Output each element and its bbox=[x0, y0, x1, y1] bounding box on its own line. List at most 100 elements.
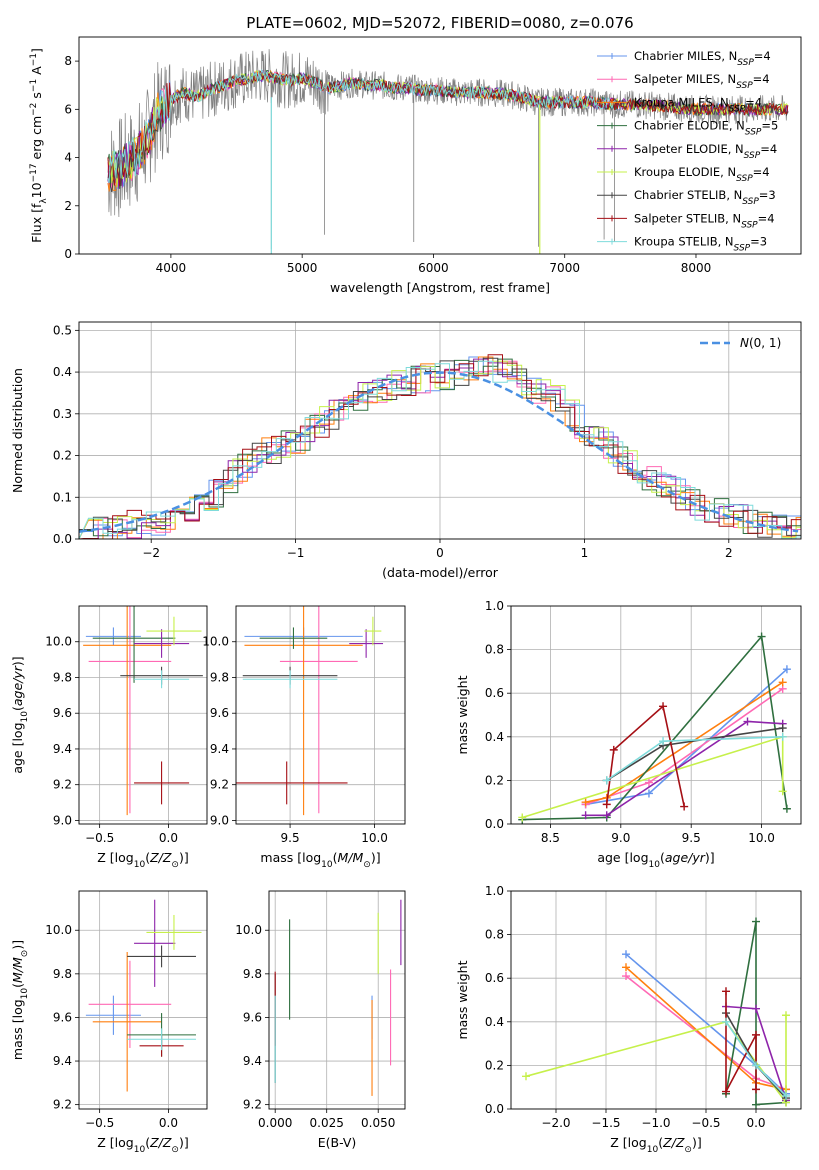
y-tick-label: 4 bbox=[64, 151, 72, 165]
y-tick-label: 9.0 bbox=[53, 813, 72, 827]
y-axis-label: age [log10(age/yr)] bbox=[10, 656, 30, 773]
x-axis-label: Z [log10(Z/Z⊙)] bbox=[610, 1135, 701, 1155]
y-tick-label: 0.6 bbox=[485, 686, 504, 700]
y-tick-label: 9.2 bbox=[210, 778, 229, 792]
plot-area bbox=[269, 891, 405, 1109]
y-tick-label: 9.6 bbox=[53, 706, 72, 720]
weight-marker bbox=[581, 798, 590, 807]
x-tick-label: 0.025 bbox=[310, 1116, 344, 1130]
y-tick-label: 0.4 bbox=[485, 730, 504, 744]
y-tick-label: 9.2 bbox=[243, 1098, 262, 1112]
weight-marker bbox=[722, 987, 730, 996]
weight-marker bbox=[602, 800, 611, 809]
x-tick-label: 0.050 bbox=[361, 1116, 395, 1130]
y-tick-label: 9.8 bbox=[53, 670, 72, 684]
weight-marker bbox=[752, 1004, 760, 1013]
weight-marker bbox=[680, 802, 689, 811]
x-axis-label: age [log10(age/yr)] bbox=[597, 850, 714, 870]
y-tick-label: 9.6 bbox=[210, 706, 229, 720]
panel-mass-vs-EBV: 0.000 0.025 0.050 9.2 9.4 9.6 9.8 10.0 E(B-V) bbox=[235, 890, 406, 1150]
plot-area bbox=[236, 606, 405, 824]
y-axis-label: mass [log10(M/M⊙)] bbox=[10, 940, 30, 1060]
legend-label: Chabrier STELIB, NSSP=3 bbox=[634, 188, 776, 207]
x-axis-label: mass [log10(M/M⊙)] bbox=[260, 850, 380, 870]
x-tick-label: 5000 bbox=[287, 261, 318, 275]
legend-label: Chabrier ELODIE, NSSP=5 bbox=[634, 119, 778, 138]
x-tick-label: −2 bbox=[142, 546, 160, 560]
x-tick-label: 0.0 bbox=[159, 1116, 178, 1130]
x-tick-label: 4000 bbox=[156, 261, 187, 275]
y-axis-label: Normed distribution bbox=[10, 368, 25, 493]
panel-weight-vs-age: 8.5 9.0 9.5 10.0 0.0 0.2 0.4 0.6 0.8 1.0 age [log1… bbox=[455, 599, 802, 870]
x-tick-label: 2 bbox=[725, 546, 733, 560]
panel-residuals: N(0, 1) −2 −1 0 1 2 0.0 0.1 0.2 0.3 0.4 0.5 (data-mo… bbox=[10, 321, 802, 580]
weight-marker bbox=[602, 811, 611, 820]
y-tick-label: 0.2 bbox=[53, 449, 72, 463]
legend-label: Salpeter ELODIE, NSSP=4 bbox=[634, 142, 777, 161]
x-tick-label: 1 bbox=[581, 546, 589, 560]
plot-area bbox=[79, 606, 207, 824]
panel-age-vs-Z: −0.5 0.0 9.0 9.2 9.4 9.6 9.8 10.0 Z [log10(Z/Z⊙)… bbox=[10, 605, 208, 870]
weight-marker bbox=[752, 1061, 760, 1070]
plot-area bbox=[511, 891, 801, 1109]
weight-marker bbox=[622, 950, 630, 959]
y-tick-label: 10.0 bbox=[235, 923, 262, 937]
x-tick-label: 10.0 bbox=[361, 831, 388, 845]
weight-line bbox=[606, 727, 783, 782]
panel-weight-vs-Z: −2.0 −1.5 −1.0 −0.5 0.0 0.0 0.2 0.4 0.6 0.8 1.0 Z [… bbox=[455, 884, 802, 1155]
legend-label: Kroupa ELODIE, NSSP=4 bbox=[634, 165, 770, 184]
y-tick-label: 10.0 bbox=[202, 635, 229, 649]
normal-curve bbox=[79, 371, 799, 533]
y-tick-label: 10.0 bbox=[45, 635, 72, 649]
y-tick-label: 2 bbox=[64, 199, 72, 213]
axes-frame bbox=[78, 36, 802, 255]
y-tick-label: 9.2 bbox=[53, 1098, 72, 1112]
y-tick-label: 9.2 bbox=[53, 778, 72, 792]
y-tick-label: 9.8 bbox=[53, 967, 72, 981]
x-tick-label: 9.5 bbox=[682, 831, 701, 845]
y-axis-label: mass weight bbox=[455, 960, 470, 1039]
axes-frame bbox=[78, 605, 208, 825]
weight-marker bbox=[782, 665, 791, 674]
legend: Chabrier MILES, NSSP=4 Salpeter MILES, NS… bbox=[597, 49, 778, 254]
y-tick-label: 0.2 bbox=[485, 773, 504, 787]
figure-title: PLATE=0602, MJD=52072, FIBERID=0080, z=0… bbox=[246, 14, 633, 32]
weight-line bbox=[606, 736, 783, 782]
x-tick-label: −0.5 bbox=[85, 1116, 114, 1130]
weight-marker bbox=[644, 789, 653, 798]
y-axis-label: mass weight bbox=[455, 675, 470, 754]
weight-marker bbox=[752, 1100, 760, 1109]
histogram-step bbox=[79, 354, 801, 539]
x-axis-label: Z [log10(Z/Z⊙)] bbox=[97, 850, 188, 870]
histogram-step bbox=[79, 360, 801, 539]
panel-spectrum: Chabrier MILES, NSSP=4 Salpeter MILES, NS… bbox=[29, 36, 802, 295]
weight-marker bbox=[752, 1030, 760, 1039]
weight-marker bbox=[782, 804, 791, 813]
x-axis-label: Z [log10(Z/Z⊙)] bbox=[97, 1135, 188, 1155]
weight-marker bbox=[522, 1072, 530, 1081]
axes-frame bbox=[510, 605, 802, 825]
y-tick-label: 0.6 bbox=[485, 971, 504, 985]
x-tick-label: 6000 bbox=[418, 261, 449, 275]
legend-label: Kroupa MILES, NSSP=4 bbox=[634, 95, 762, 114]
y-tick-label: 0.5 bbox=[53, 323, 72, 337]
x-axis-label: E(B-V) bbox=[318, 1135, 357, 1150]
weight-marker bbox=[752, 1085, 760, 1094]
weight-marker bbox=[752, 917, 760, 926]
x-tick-label: 8000 bbox=[681, 261, 712, 275]
x-tick-label: −2.0 bbox=[541, 1116, 570, 1130]
x-tick-label: 9.5 bbox=[281, 831, 300, 845]
y-tick-label: 9.6 bbox=[53, 1010, 72, 1024]
axes-frame bbox=[235, 605, 406, 825]
x-tick-label: −1 bbox=[287, 546, 305, 560]
y-tick-label: 1.0 bbox=[485, 884, 504, 898]
y-tick-label: 9.4 bbox=[210, 742, 229, 756]
weight-marker bbox=[659, 737, 668, 746]
x-tick-label: 8.5 bbox=[541, 831, 560, 845]
x-tick-label: 9.0 bbox=[611, 831, 630, 845]
axes-frame bbox=[78, 890, 208, 1110]
y-tick-label: 0.4 bbox=[53, 365, 72, 379]
plot-area bbox=[79, 322, 801, 539]
x-tick-label: 0.0 bbox=[159, 831, 178, 845]
